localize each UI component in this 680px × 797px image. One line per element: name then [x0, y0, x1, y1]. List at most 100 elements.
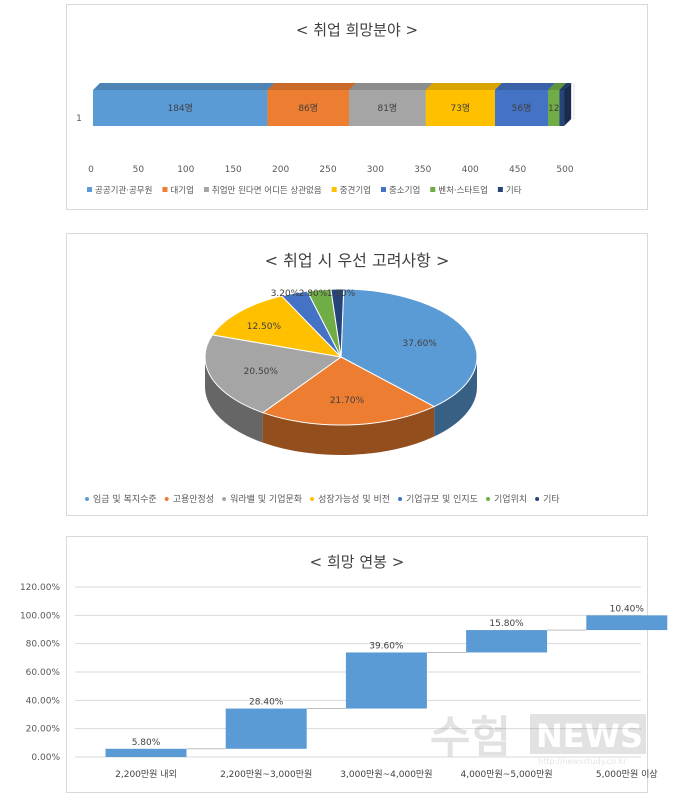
data-label: 2.80% [299, 289, 328, 299]
data-label: 37.60% [403, 339, 438, 349]
y-tick-label: 80.00% [26, 640, 61, 650]
bar-segment-7 [559, 83, 572, 126]
y-tick-label: 40.00% [26, 696, 61, 706]
x-tick-label: 450 [509, 165, 526, 175]
x-category-label: 3,000만원~4,000만원 [340, 769, 432, 780]
data-label: 184명 [167, 103, 192, 114]
data-label: 73명 [450, 103, 470, 114]
category-label: 1 [76, 114, 82, 124]
pie-side-walls [205, 357, 477, 455]
legend-label: 고용안정성 [173, 494, 214, 505]
watermark-badge [530, 714, 646, 754]
pie-slice-3 [204, 334, 343, 414]
bar-segment-top [559, 83, 572, 90]
data-label: 28.40% [249, 698, 284, 708]
bar-segment-front [548, 90, 560, 126]
bar-segment-1 [93, 83, 275, 126]
x-tick-label: 0 [88, 165, 94, 175]
waterfall-bar-5 [586, 615, 668, 631]
bar-segment-front [267, 90, 349, 126]
legend-label: 기업규모 및 인지도 [406, 493, 478, 505]
legend-label: 중견기업 [340, 185, 371, 196]
y-tick-label: 100.00% [20, 611, 60, 621]
data-label: 86명 [298, 103, 318, 114]
x-tick-label: 500 [556, 165, 573, 175]
bar-segment-front [559, 90, 565, 126]
data-label: 12 [548, 104, 559, 114]
data-label: 81명 [377, 103, 397, 114]
y-tick-label: 120.00% [20, 583, 60, 593]
data-label: 3.20% [271, 289, 300, 299]
pie-chart: 37.60% 21.70% 20.50% 12.50% 3.20% 2.80% 1.50% 임… [85, 288, 560, 505]
data-label: 39.60% [369, 641, 404, 651]
legend-marker [85, 497, 89, 501]
legend-label: 성장가능성 및 비전 [318, 493, 390, 505]
data-label: 12.50% [247, 322, 282, 332]
x-category-label: 2,200만원~3,000만원 [220, 769, 312, 780]
bar-segment-top [267, 83, 356, 90]
bar-segment-front [93, 90, 268, 126]
x-tick-label: 350 [414, 165, 431, 175]
bar-segment-top [348, 83, 433, 90]
legend-marker [331, 187, 337, 192]
pie-slice-1 [340, 288, 478, 408]
data-label: 10.40% [610, 604, 645, 614]
x-category-label: 2,200만원 내외 [115, 768, 177, 780]
chart-title: < 취업 시 우선 고려사항 > [264, 251, 450, 270]
legend-marker [380, 187, 386, 192]
legend-label: 벤처·스타트업 [438, 185, 488, 196]
x-category-label: 4,000만원~5,000만원 [460, 769, 552, 780]
legend-marker [222, 497, 227, 501]
waterfall-chart: 0.00% 20.00% 40.00% 60.00% 80.00% 100.00% 120.… [20, 583, 668, 780]
pie-side [262, 406, 435, 455]
x-tick-label: 400 [462, 165, 479, 175]
chart-panel-priority: < 취업 시 우선 고려사항 > 37.60% 21.70% 20.50% 12.50… [66, 233, 648, 516]
bar-segment-top [425, 83, 502, 90]
legend-marker [398, 497, 403, 501]
y-tick-label: 60.00% [26, 668, 61, 678]
x-category-label: 5,000만원 이상 [596, 769, 658, 780]
pie-slice-7 [330, 288, 345, 358]
waterfall-bar-1 [105, 748, 187, 757]
bar-segment-top [494, 83, 556, 90]
waterfall-bar-2 [225, 708, 307, 749]
legend-marker [87, 187, 92, 192]
bar-segment-front [425, 90, 495, 126]
pie-slice-2 [261, 356, 436, 426]
x-tick-label: 150 [225, 165, 242, 175]
chart-panel-salary: < 희망 연봉 > 0.00% 20.00% 40.00% 60.00% 80.00% 1… [20, 536, 668, 793]
data-label: 1.50% [327, 289, 356, 299]
watermark-korean-text: 수험 [430, 712, 511, 763]
bar-segment-top [93, 83, 275, 90]
x-tick-label: 50 [133, 165, 145, 175]
x-tick-label: 200 [272, 165, 289, 175]
legend-label: 중소기업 [389, 186, 420, 196]
legend-marker [535, 497, 540, 501]
watermark-url: http://newsstudy.co.kr [538, 757, 627, 766]
legend-marker [497, 187, 503, 192]
data-label: 21.70% [330, 396, 365, 406]
waterfall-bar-4 [466, 630, 548, 653]
legend-label: 공공기관·공무원 [95, 185, 152, 196]
legend-marker [310, 497, 315, 501]
legend-marker [430, 187, 436, 192]
waterfall-bar-3 [345, 652, 427, 709]
data-label: 56명 [512, 103, 532, 114]
pie-side [434, 357, 477, 437]
legend-marker [203, 187, 209, 192]
bar-segment-front [494, 90, 549, 126]
x-tick-label: 300 [367, 165, 384, 175]
legend-marker [162, 187, 168, 192]
x-tick-label: 100 [177, 165, 194, 175]
watermark-english-text: NEWS [536, 717, 643, 755]
chart-title: < 취업 희망분야 > [295, 21, 419, 39]
legend-label: 기업위치 [494, 493, 527, 505]
bar-segment-3 [348, 83, 433, 126]
data-label: 20.50% [244, 367, 279, 377]
stacked-bar-chart: 1 0 50 100 150 200 250 300 350 400 450 500 184명 86명 81… [76, 83, 575, 196]
news-watermark-logo: 수험 NEWS http://newsstudy.co.kr [430, 712, 646, 766]
x-tick-label: 250 [319, 165, 336, 175]
legend-label: 기타 [506, 186, 522, 196]
legend-label: 대기업 [170, 186, 193, 196]
y-tick-label: 0.00% [31, 753, 60, 763]
